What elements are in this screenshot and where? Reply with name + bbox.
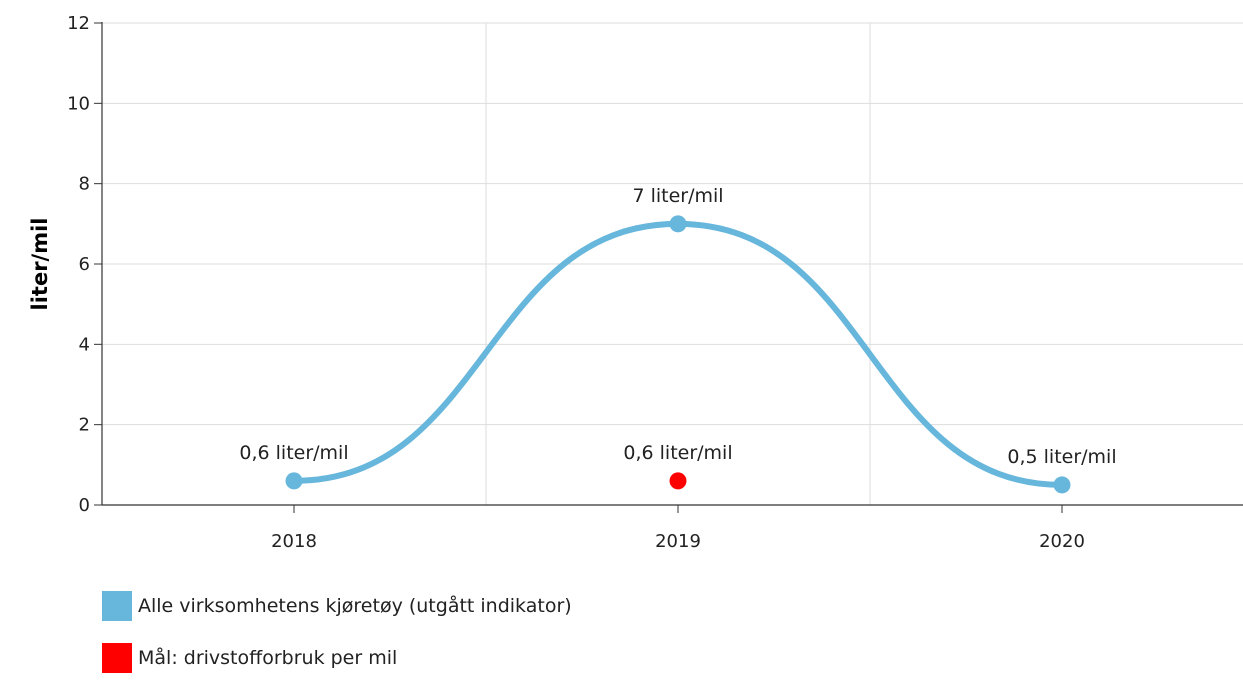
y-tick-label: 10 bbox=[67, 93, 90, 114]
legend-swatch-target bbox=[102, 643, 132, 673]
legend-swatch-fleet bbox=[102, 591, 132, 621]
y-tick-label: 2 bbox=[79, 415, 90, 436]
y-axis-label: liter/mil bbox=[28, 218, 52, 311]
data-point bbox=[669, 472, 687, 490]
data-label: 0,6 liter/mil bbox=[623, 442, 732, 464]
legend-item-fleet[interactable]: Alle virksomhetens kjøretøy (utgått indi… bbox=[102, 590, 572, 622]
y-tick-label: 4 bbox=[79, 334, 90, 355]
legend-label-fleet: Alle virksomhetens kjøretøy (utgått indi… bbox=[138, 595, 572, 617]
y-tick-labels: 0 2 4 6 8 10 12 bbox=[67, 13, 90, 516]
data-point bbox=[285, 472, 303, 490]
x-tick-label: 2020 bbox=[1039, 531, 1085, 552]
legend-label-target: Mål: drivstofforbruk per mil bbox=[138, 647, 398, 669]
data-label: 7 liter/mil bbox=[632, 185, 723, 207]
data-point bbox=[669, 215, 687, 233]
data-labels: 0,6 liter/mil 7 liter/mil 0,5 liter/mil 0,6… bbox=[239, 185, 1116, 468]
x-tick-labels: 2018 2019 2020 bbox=[271, 531, 1085, 552]
grid-lines bbox=[102, 22, 1243, 505]
chart-container: 0 2 4 6 8 10 12 2018 2019 2020 0,6 liter/mil 7 li… bbox=[28, 13, 1243, 673]
axes bbox=[94, 22, 1243, 513]
y-tick-label: 6 bbox=[79, 254, 90, 275]
data-label: 0,6 liter/mil bbox=[239, 442, 348, 464]
y-tick-label: 12 bbox=[67, 13, 90, 34]
y-tick-label: 8 bbox=[79, 174, 90, 195]
legend-item-target[interactable]: Mål: drivstofforbruk per mil bbox=[102, 642, 572, 674]
data-label: 0,5 liter/mil bbox=[1007, 446, 1116, 468]
x-tick-label: 2018 bbox=[271, 531, 317, 552]
y-tick-label: 0 bbox=[79, 495, 90, 516]
line-chart: 0 2 4 6 8 10 12 2018 2019 2020 0,6 liter/mil 7 li… bbox=[28, 13, 1243, 552]
legend: Alle virksomhetens kjøretøy (utgått indi… bbox=[102, 590, 572, 694]
series-group bbox=[285, 215, 1071, 494]
x-tick-label: 2019 bbox=[655, 531, 701, 552]
data-point bbox=[1053, 476, 1071, 494]
